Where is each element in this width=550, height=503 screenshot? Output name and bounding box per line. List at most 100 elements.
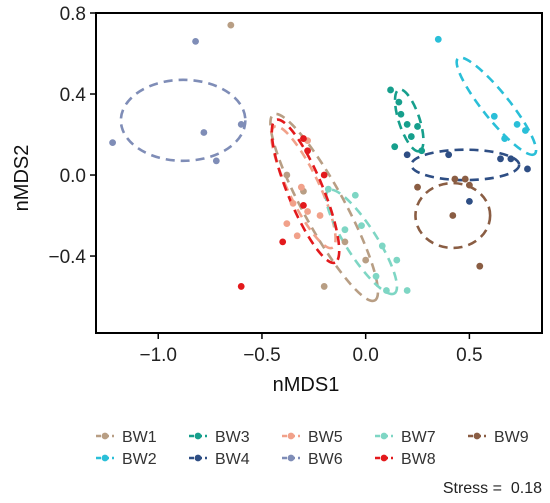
- bw1-ellipse: [269, 112, 380, 303]
- bw9-point: [449, 212, 457, 219]
- bw2-point: [501, 135, 509, 142]
- bw3-point: [387, 86, 394, 94]
- bw6-point: [200, 129, 208, 136]
- bw3-point: [414, 123, 421, 130]
- bw3-point: [403, 120, 411, 128]
- bw2-point: [434, 35, 442, 43]
- x-tick-label: −0.5: [243, 345, 281, 366]
- bw7-point: [324, 185, 332, 193]
- bw1-point: [362, 256, 370, 264]
- bw6-point: [192, 37, 199, 45]
- bw9-point: [414, 183, 421, 191]
- bw1-point: [227, 21, 235, 29]
- bw8-point: [300, 202, 307, 209]
- bw1-legend-key-dot: [101, 432, 109, 440]
- bw3-point: [397, 110, 405, 118]
- bw3-point: [395, 98, 403, 106]
- point-layer: [109, 21, 531, 294]
- bw7-point: [403, 287, 411, 294]
- x-axis-title: nMDS1: [273, 374, 340, 396]
- bw9-point: [461, 175, 469, 183]
- bw6-legend-key-dot: [287, 454, 295, 462]
- bw5-point: [283, 220, 291, 228]
- x-tick-label: 0.0: [352, 345, 378, 366]
- legend: BW1 BW2 BW3 BW4 BW5 BW6 BW7 BW8 BW9: [96, 429, 529, 468]
- bw8-legend-key-dot: [380, 454, 388, 462]
- bw3-point: [418, 147, 426, 155]
- bw8-point: [304, 147, 311, 155]
- bw8-point: [320, 171, 328, 179]
- y-tick-label: 0.8: [60, 4, 86, 25]
- x-axis-ticks: −1.0 −0.5 0.0 0.5: [139, 333, 483, 366]
- bw9-point: [476, 262, 484, 270]
- stress-annotation: Stress = 0.18: [443, 480, 542, 497]
- bw9-point: [451, 175, 459, 183]
- bw7-point: [372, 272, 380, 280]
- bw2-ellipse: [455, 56, 538, 157]
- bw7-point: [393, 256, 401, 264]
- bw6-point: [109, 139, 116, 147]
- bw2-legend-label: BW2: [122, 451, 157, 468]
- plot-frame: [95, 12, 543, 334]
- bw3-legend-label: BW3: [215, 429, 250, 446]
- bw5-legend-label: BW5: [308, 429, 343, 446]
- bw1-point: [341, 238, 349, 246]
- bw2-point: [513, 120, 521, 128]
- bw4-point: [497, 155, 504, 163]
- bw9-legend-key-dot: [473, 432, 481, 440]
- bw5-point: [289, 199, 297, 207]
- bw7-point: [351, 191, 359, 199]
- bw8-point: [237, 283, 245, 290]
- bw4-ellipse: [410, 148, 521, 182]
- bw8-legend-label: BW8: [401, 451, 436, 468]
- bw7-ellipse: [324, 188, 399, 296]
- bw7-point: [378, 242, 386, 250]
- bw4-point: [445, 151, 453, 159]
- bw6-ellipse: [119, 78, 247, 163]
- bw5-ellipse: [270, 124, 337, 250]
- bw4-legend-label: BW4: [215, 451, 250, 468]
- bw8-point: [300, 135, 307, 142]
- bw4-legend-key-dot: [194, 454, 202, 462]
- bw4-point: [403, 151, 411, 159]
- bw1-legend-label: BW1: [122, 429, 157, 446]
- bw5-point: [293, 232, 301, 240]
- bw4-point: [507, 155, 515, 163]
- y-tick-label: −0.4: [48, 247, 86, 268]
- bw8-point: [279, 238, 287, 246]
- bw9-ellipse: [414, 181, 492, 250]
- x-tick-label: −1.0: [139, 345, 177, 366]
- bw7-point: [341, 226, 349, 234]
- bw3-point: [391, 143, 399, 151]
- bw7-point: [358, 222, 365, 230]
- bw7-legend-label: BW7: [401, 429, 436, 446]
- bw5-point: [304, 208, 311, 215]
- bw6-point: [237, 120, 245, 128]
- bw1-point: [320, 283, 328, 290]
- bw2-point: [522, 127, 529, 134]
- bw4-point: [465, 197, 473, 205]
- x-tick-label: 0.5: [456, 345, 482, 366]
- y-axis-ticks: −0.4 0.0 0.4 0.8: [48, 4, 96, 268]
- bw9-point: [465, 181, 473, 189]
- bw4-point: [524, 165, 531, 173]
- bw3-legend-key-dot: [194, 432, 202, 440]
- bw8-ellipse: [270, 118, 341, 265]
- ellipse-layer: [119, 56, 538, 303]
- bw2-legend-key-dot: [101, 454, 109, 462]
- y-tick-label: 0.0: [60, 166, 86, 187]
- bw3-point: [407, 133, 415, 140]
- bw9-legend-label: BW9: [494, 429, 529, 446]
- bw2-point: [490, 112, 498, 120]
- bw5-point: [316, 212, 324, 219]
- bw6-legend-label: BW6: [308, 451, 343, 468]
- bw5-point: [297, 183, 305, 191]
- bw7-legend-key-dot: [380, 432, 388, 440]
- bw5-legend-key-dot: [287, 432, 295, 440]
- bw1-point: [283, 171, 291, 179]
- bw7-point: [383, 287, 390, 294]
- y-axis-title: nMDS2: [11, 145, 33, 212]
- y-tick-label: 0.4: [60, 85, 87, 106]
- bw6-point: [212, 157, 220, 165]
